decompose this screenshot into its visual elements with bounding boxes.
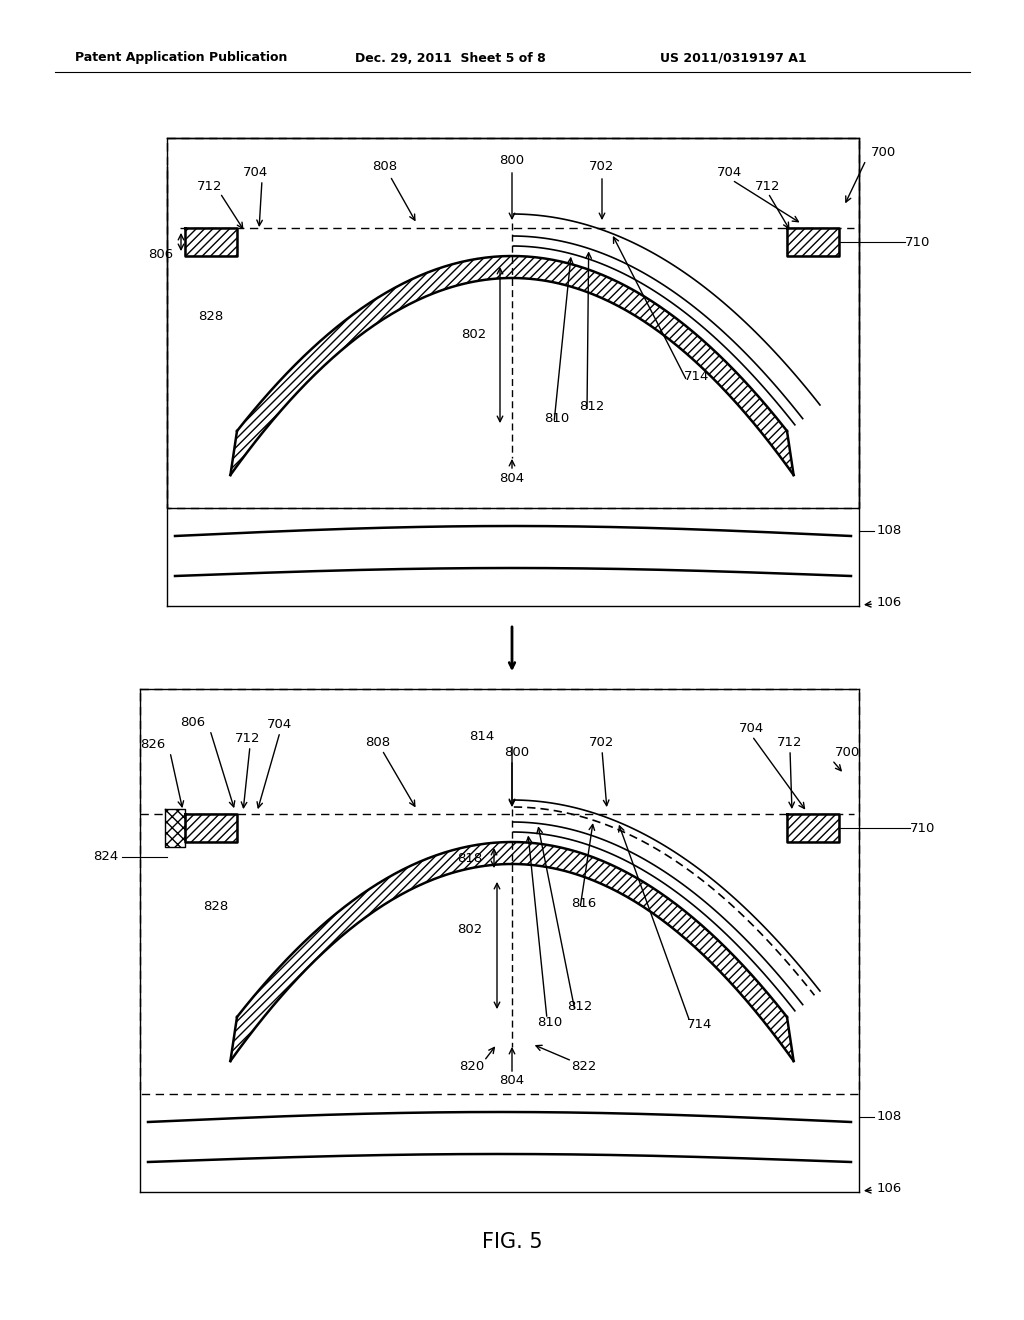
Text: 800: 800 [505,746,529,759]
Polygon shape [230,256,794,475]
Text: 802: 802 [458,923,482,936]
Text: 106: 106 [877,597,902,610]
Text: 812: 812 [567,1001,593,1014]
Text: 108: 108 [877,1110,902,1123]
Text: 714: 714 [684,370,710,383]
Text: 822: 822 [571,1060,597,1073]
Text: 808: 808 [366,735,390,748]
Text: 702: 702 [590,160,614,173]
Text: 710: 710 [905,235,931,248]
Text: 826: 826 [139,738,165,751]
Text: 704: 704 [267,718,293,730]
Text: 714: 714 [687,1019,713,1031]
Text: 700: 700 [836,746,860,759]
Polygon shape [185,814,237,842]
Text: 712: 712 [756,180,780,193]
Polygon shape [787,228,839,256]
Text: 824: 824 [93,850,118,863]
Text: 712: 712 [236,731,261,744]
Text: 806: 806 [180,715,205,729]
Text: 106: 106 [877,1183,902,1196]
Text: 816: 816 [571,896,597,909]
Text: FIG. 5: FIG. 5 [481,1232,543,1251]
Text: 712: 712 [777,735,803,748]
Text: 808: 808 [373,160,397,173]
Text: 704: 704 [243,166,267,180]
Text: 820: 820 [460,1060,484,1073]
Polygon shape [787,814,839,842]
Text: 804: 804 [500,1074,524,1088]
Text: 804: 804 [500,471,524,484]
Text: 702: 702 [590,735,614,748]
Text: 814: 814 [469,730,495,742]
Text: 704: 704 [739,722,765,734]
Text: 828: 828 [199,309,223,322]
Text: 810: 810 [545,412,569,425]
Text: US 2011/0319197 A1: US 2011/0319197 A1 [660,51,807,65]
Text: 700: 700 [870,147,896,160]
Text: 812: 812 [580,400,605,412]
Text: 810: 810 [538,1015,562,1028]
Text: Patent Application Publication: Patent Application Publication [75,51,288,65]
Polygon shape [185,228,237,256]
Text: Dec. 29, 2011  Sheet 5 of 8: Dec. 29, 2011 Sheet 5 of 8 [355,51,546,65]
Text: 704: 704 [718,166,742,180]
Text: 828: 828 [204,900,228,913]
Text: 712: 712 [198,180,223,193]
Text: 710: 710 [910,821,935,834]
Text: 802: 802 [462,329,486,342]
Text: 108: 108 [877,524,902,537]
Text: 806: 806 [147,248,173,260]
Polygon shape [230,842,794,1061]
Polygon shape [165,809,185,847]
Text: 818: 818 [458,851,482,865]
Text: 800: 800 [500,153,524,166]
